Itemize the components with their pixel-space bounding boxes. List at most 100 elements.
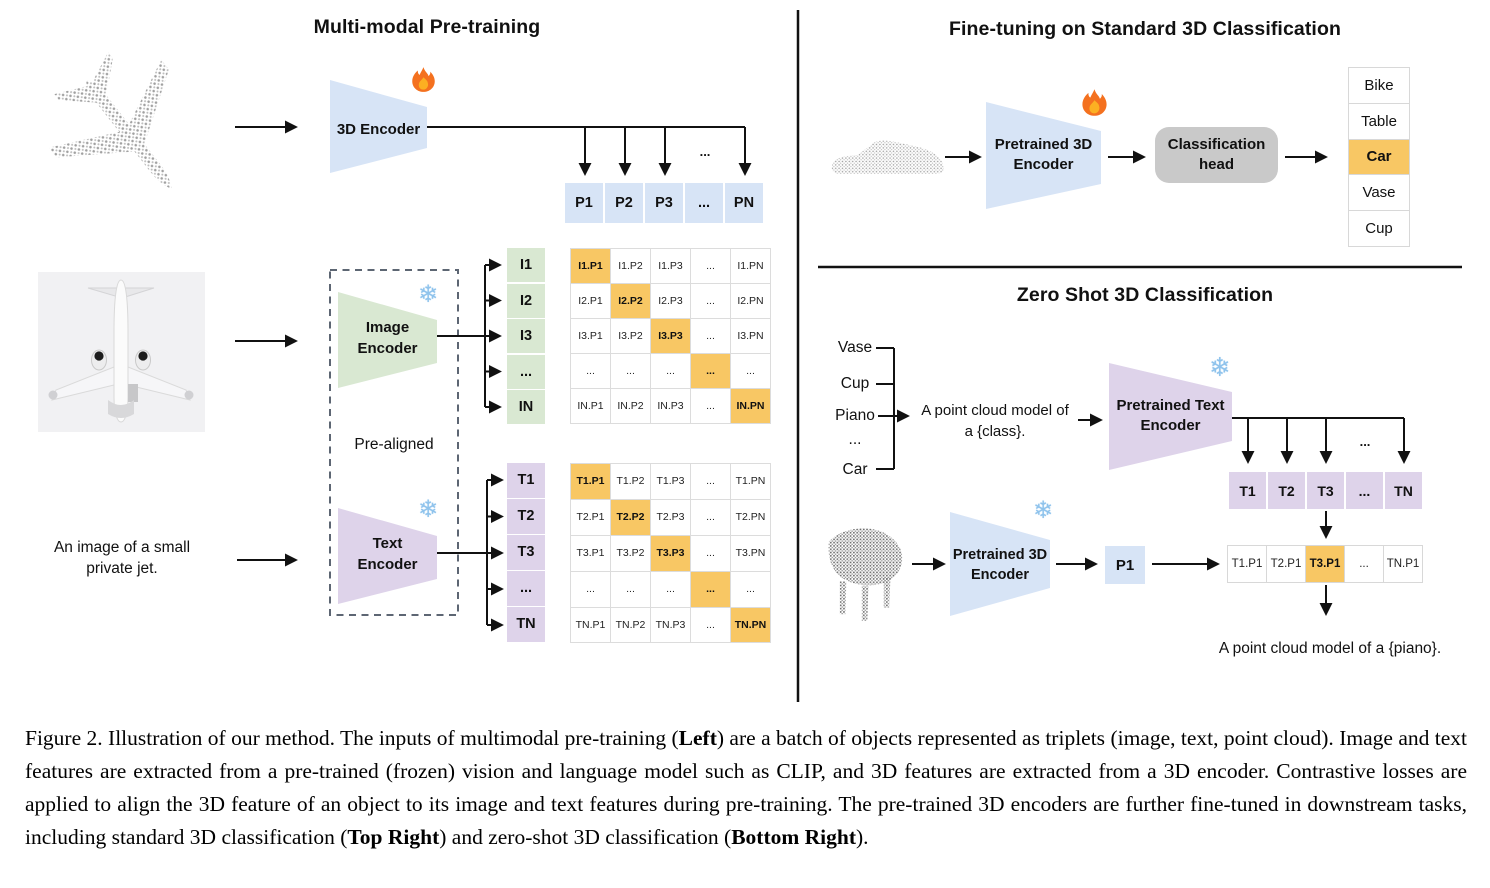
text-matrix-cell: ... <box>651 571 690 607</box>
classification-head-line1: Classification <box>1167 136 1266 153</box>
image-matrix-cell: I3.P1 <box>571 319 610 354</box>
snowflake-icon: ❄ <box>418 280 439 308</box>
prompt-class-label: ... <box>848 431 862 448</box>
text-encoder-label-line2: Encoder <box>357 556 418 573</box>
pretrained-text-encoder-line1: Pretrained Text <box>1116 397 1225 414</box>
prompt-template-text: A point cloud model of a {class}. <box>910 400 1080 442</box>
zs-drop-ellipsis: ... <box>1359 434 1371 449</box>
class-cell: Cup <box>1349 211 1409 246</box>
zs-t-cell: TN <box>1385 472 1422 509</box>
text-matrix-cell: T1.P3 <box>651 464 690 499</box>
classification-output-list: Bike Table Car Vase Cup <box>1348 67 1410 247</box>
p-feature-cell: P2 <box>605 183 643 223</box>
pretrained-3d-encoder-line2: Encoder <box>1013 156 1074 173</box>
p-feature-cell: PN <box>725 183 763 223</box>
text-row-label: ... <box>507 570 545 606</box>
zs-p1-feature: P1 <box>1105 546 1145 584</box>
prompt-template-line2: a {class}. <box>964 423 1026 440</box>
fire-icon <box>410 66 437 98</box>
pretrained-text-encoder-line2: Encoder <box>1140 417 1201 434</box>
text-matrix-cell: TN.P1 <box>571 607 610 643</box>
diagram-lines-layer <box>25 10 1462 702</box>
caption-segment: ) and zero-shot 3D classification ( <box>439 825 732 849</box>
airplane-point-cloud <box>25 29 229 234</box>
prompt-class-label: Vase <box>837 339 873 356</box>
text-matrix-cell: T3.P2 <box>611 535 650 571</box>
zs-similarity-cell: T3.P1 <box>1306 546 1344 582</box>
zs-similarity-cell: ... <box>1345 546 1383 582</box>
image-matrix-cell: I1.P1 <box>571 249 610 284</box>
image-matrix-cell: I2.P2 <box>611 284 650 319</box>
image-matrix-cell: ... <box>731 354 770 389</box>
car-point-cloud <box>831 140 944 174</box>
image-matrix-cell: I1.P2 <box>611 249 650 284</box>
image-matrix-cell: ... <box>691 389 730 424</box>
image-matrix-cell: ... <box>691 249 730 284</box>
zs-t-cell: ... <box>1346 472 1383 509</box>
image-similarity-matrix: I1.P1 I1.P2 I1.P3... I1.PN I2.P1 I2.P2 I2.P3..… <box>570 248 771 425</box>
text-matrix-cell: ... <box>691 499 730 535</box>
figure-caption: Figure 2. Illustration of our method. Th… <box>25 722 1467 854</box>
caption-bold-segment: Top Right <box>347 825 440 849</box>
text-matrix-cell: T2.P1 <box>571 499 610 535</box>
image-matrix-cell: I1.P3 <box>651 249 690 284</box>
image-encoder-shape <box>338 292 437 388</box>
snowflake-icon: ❄ <box>1033 496 1054 524</box>
image-feature-column: I1 I2 I3... IN <box>507 248 545 424</box>
text-matrix-cell: TN.P3 <box>651 607 690 643</box>
text-matrix-cell: T3.PN <box>731 535 770 571</box>
text-encoder-label-line1: Text <box>372 535 403 552</box>
text-similarity-matrix: T1.P1 T1.P2 T1.P3... T1.PN T2.P1 T2.P2 T2.P3..… <box>570 463 771 644</box>
image-encoder-label: Image Encoder <box>338 317 437 359</box>
text-matrix-cell: T2.P3 <box>651 499 690 535</box>
caption-segment: ) are a batch of objects represented as … <box>25 726 1467 849</box>
pretrained-text-encoder-label: Pretrained Text Encoder <box>1109 396 1232 436</box>
text-matrix-cell: ... <box>731 571 770 607</box>
pretrained-3d-encoder-label: Pretrained 3D Encoder <box>986 135 1101 175</box>
zs-similarity-cell: T2.P1 <box>1267 546 1305 582</box>
zs-t-cell: T2 <box>1268 472 1305 509</box>
prompt-template-line1: A point cloud model of <box>921 402 1069 419</box>
text-matrix-cell: ... <box>691 464 730 499</box>
image-matrix-cell: I3.P2 <box>611 319 650 354</box>
text-matrix-cell: T3.P1 <box>571 535 610 571</box>
image-matrix-cell: IN.P3 <box>651 389 690 424</box>
image-row-label: I2 <box>507 283 545 318</box>
text-matrix-cell: T3.P3 <box>651 535 690 571</box>
text-matrix-cell: TN.PN <box>731 607 770 643</box>
class-cell: Table <box>1349 103 1409 139</box>
caption-segment: Figure 2. Illustration of our method. Th… <box>25 726 679 750</box>
3d-encoder-shape <box>330 80 427 173</box>
image-matrix-cell: I1.PN <box>731 249 770 284</box>
zs-similarity-cell: T1.P1 <box>1228 546 1266 582</box>
pre-aligned-dashed-box <box>329 269 459 616</box>
text-matrix-cell: T1.P2 <box>611 464 650 499</box>
p-feature-cell: ... <box>685 183 723 223</box>
image-matrix-cell: I3.PN <box>731 319 770 354</box>
image-encoder-label-line2: Encoder <box>357 340 418 357</box>
text-matrix-cell: ... <box>691 571 730 607</box>
zero-shot-title: Zero Shot 3D Classification <box>1016 284 1274 306</box>
caption-bold-segment: Bottom Right <box>731 825 857 849</box>
text-encoder-shape <box>338 508 437 604</box>
input-caption-line1: An image of a small <box>53 539 191 556</box>
3d-encoder-label: 3D Encoder <box>336 121 421 138</box>
zs-similarity-row: T1.P1 T2.P1 T3.P1... TN.P1 <box>1227 545 1423 583</box>
caption-bold-segment: Left <box>678 726 717 750</box>
zs-pretrained-3d-encoder-line2: Encoder <box>970 567 1029 583</box>
class-cell: Bike <box>1349 68 1409 103</box>
text-matrix-cell: TN.P2 <box>611 607 650 643</box>
snowflake-icon: ❄ <box>1209 353 1231 383</box>
fire-icon <box>1080 88 1109 122</box>
image-matrix-cell: I2.P3 <box>651 284 690 319</box>
text-matrix-cell: ... <box>571 571 610 607</box>
text-row-label: T2 <box>507 498 545 534</box>
zs-similarity-cell: TN.P1 <box>1384 546 1422 582</box>
classification-head: Classification head <box>1155 127 1278 183</box>
image-matrix-cell: ... <box>691 319 730 354</box>
zs-result-text: A point cloud model of a {piano}. <box>1218 640 1442 657</box>
image-matrix-cell: I2.PN <box>731 284 770 319</box>
pretrained-text-encoder-shape <box>1109 363 1232 470</box>
input-caption-text: An image of a small private jet. <box>22 537 222 579</box>
prompt-class-label: Cup <box>840 375 870 392</box>
